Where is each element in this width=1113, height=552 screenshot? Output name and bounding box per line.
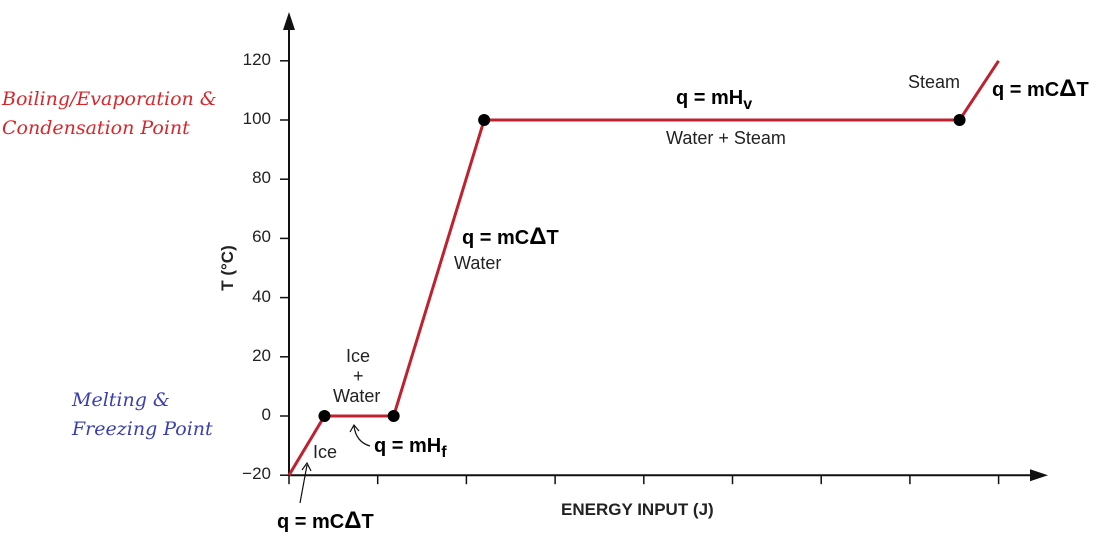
- y-tick-label: 100: [242, 109, 271, 128]
- y-tick-label: 0: [261, 405, 271, 424]
- phase-label-water-steam: Water + Steam: [666, 128, 786, 148]
- arrow-ice-heating: [299, 464, 308, 504]
- melting-point-annotation: Melting & Freezing Point: [72, 389, 213, 440]
- phase-transition-point: [318, 410, 331, 422]
- arrow-head-icon: [301, 461, 312, 472]
- phase-label-ice-water-1: Ice: [346, 346, 371, 366]
- y-tick-label: 60: [252, 227, 271, 247]
- y-axis-arrow-icon: [283, 12, 295, 30]
- boiling-point-annotation: Boiling/Evaporation & Condensation Point: [2, 88, 217, 139]
- equation-steam-heating: q = mCΔT: [992, 75, 1089, 102]
- x-axis-label: ENERGY INPUT (J): [561, 500, 714, 519]
- phase-label-ice: Ice: [313, 442, 338, 462]
- phase-label-ice-water-2: Water: [333, 386, 381, 406]
- y-axis-label: T (°C): [217, 245, 237, 291]
- y-tick-label: −20: [242, 464, 271, 484]
- equation-vaporization: q = mHv: [676, 87, 753, 113]
- phase-transition-point: [387, 410, 400, 422]
- arrow-fusion: [353, 425, 371, 447]
- y-tick-label: 120: [242, 49, 271, 69]
- phase-label-water: Water: [454, 253, 502, 273]
- phase-transition-point: [478, 114, 491, 126]
- phase-transition-point: [953, 114, 966, 126]
- y-tick-label: 20: [252, 345, 271, 365]
- phase-label-plus: +: [353, 366, 364, 386]
- y-tick-label: 80: [252, 168, 271, 188]
- equation-fusion: q = mHf: [374, 435, 447, 461]
- equation-ice-heating: q = mCΔT: [277, 507, 374, 534]
- arrow-head-icon: [349, 423, 360, 433]
- phase-label-steam: Steam: [908, 72, 961, 92]
- equation-water-heating: q = mCΔT: [462, 223, 559, 250]
- y-tick-label: 40: [252, 286, 271, 306]
- heating-curve-line: [287, 59, 1000, 476]
- x-axis-arrow-icon: [1030, 469, 1048, 482]
